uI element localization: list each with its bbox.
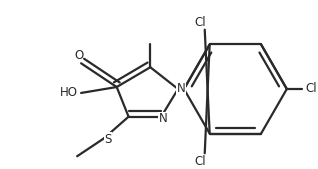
Text: Cl: Cl [306, 82, 317, 95]
Text: Cl: Cl [194, 16, 206, 29]
Text: Cl: Cl [194, 155, 206, 168]
Text: O: O [74, 49, 84, 62]
Text: S: S [104, 133, 112, 146]
Text: N: N [176, 81, 185, 94]
Text: N: N [159, 112, 168, 125]
Text: HO: HO [60, 87, 78, 99]
